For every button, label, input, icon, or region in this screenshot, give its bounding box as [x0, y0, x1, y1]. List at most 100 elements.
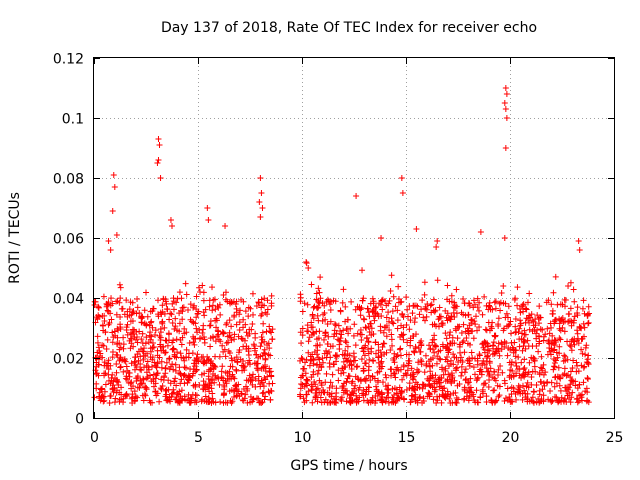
data-point — [127, 318, 134, 325]
data-point — [170, 386, 177, 393]
data-point — [319, 355, 326, 362]
data-point — [191, 341, 198, 348]
data-point — [476, 351, 483, 358]
data-point — [125, 379, 132, 386]
data-point — [526, 290, 533, 297]
data-point — [156, 142, 163, 148]
data-point — [327, 343, 334, 350]
data-point — [96, 389, 103, 396]
data-point — [427, 302, 434, 309]
data-point — [322, 316, 329, 323]
data-point — [121, 311, 128, 318]
data-point — [193, 314, 200, 321]
data-point — [168, 311, 175, 318]
data-point — [551, 393, 558, 400]
data-point — [309, 329, 316, 336]
data-point — [308, 324, 315, 331]
data-point — [127, 345, 134, 352]
data-point — [388, 331, 395, 338]
data-point — [524, 337, 531, 344]
data-point — [574, 327, 581, 334]
data-point — [398, 175, 405, 181]
data-point — [550, 289, 557, 296]
data-point — [111, 399, 118, 406]
data-point — [457, 357, 464, 364]
data-point — [140, 348, 147, 355]
data-point — [453, 399, 460, 406]
data-point — [207, 360, 214, 367]
data-point — [486, 303, 493, 310]
data-point — [151, 359, 158, 366]
data-point — [134, 304, 141, 311]
axis-ticks — [94, 58, 615, 419]
data-point — [199, 282, 206, 289]
data-point — [172, 375, 179, 382]
data-point — [297, 393, 304, 400]
data-point — [403, 294, 410, 301]
data-point — [504, 352, 511, 359]
data-point — [383, 314, 390, 321]
data-point — [454, 382, 461, 389]
data-point — [201, 339, 208, 346]
data-point — [260, 364, 267, 371]
data-point — [394, 352, 401, 359]
data-point — [170, 337, 177, 344]
data-point — [240, 363, 247, 370]
data-point — [216, 301, 223, 308]
data-point — [120, 334, 127, 341]
data-point — [138, 336, 145, 343]
data-point — [377, 323, 384, 330]
data-point — [513, 328, 520, 335]
data-point — [350, 390, 357, 397]
data-point — [410, 373, 417, 380]
data-point — [171, 326, 178, 333]
data-point — [139, 330, 146, 337]
data-point — [240, 298, 247, 305]
data-point — [438, 364, 445, 371]
data-point — [305, 265, 312, 271]
data-point — [389, 319, 396, 326]
data-point — [352, 342, 359, 349]
data-point — [174, 295, 181, 302]
data-point — [314, 385, 321, 392]
data-point — [395, 367, 402, 374]
data-point — [208, 399, 215, 406]
data-point — [496, 300, 503, 307]
data-point — [238, 335, 245, 342]
data-point — [437, 383, 444, 390]
data-point — [144, 350, 151, 357]
data-point — [502, 145, 509, 151]
data-point — [484, 352, 491, 359]
data-point — [521, 365, 528, 372]
data-point — [466, 322, 473, 329]
data-point — [177, 370, 184, 377]
data-point — [305, 338, 312, 345]
data-point — [164, 305, 171, 312]
data-point — [176, 369, 183, 376]
data-point — [324, 321, 331, 328]
data-point — [457, 349, 464, 356]
data-point — [133, 378, 140, 385]
data-point — [250, 311, 257, 318]
data-point — [260, 320, 267, 327]
data-point — [377, 301, 384, 308]
data-point — [113, 311, 120, 318]
data-point — [339, 351, 346, 358]
data-point — [323, 370, 330, 377]
data-point — [200, 309, 207, 316]
data-point — [208, 365, 215, 372]
data-point — [121, 357, 128, 364]
data-point — [411, 394, 418, 401]
data-point — [103, 346, 110, 353]
data-point — [453, 364, 460, 371]
data-point — [240, 316, 247, 323]
data-point — [207, 322, 214, 329]
data-point — [483, 399, 490, 406]
data-point — [400, 336, 407, 343]
data-point — [200, 333, 207, 340]
data-point — [523, 306, 530, 313]
data-point — [111, 184, 118, 190]
data-point — [215, 304, 222, 311]
data-point — [574, 399, 581, 406]
data-point — [508, 390, 515, 397]
